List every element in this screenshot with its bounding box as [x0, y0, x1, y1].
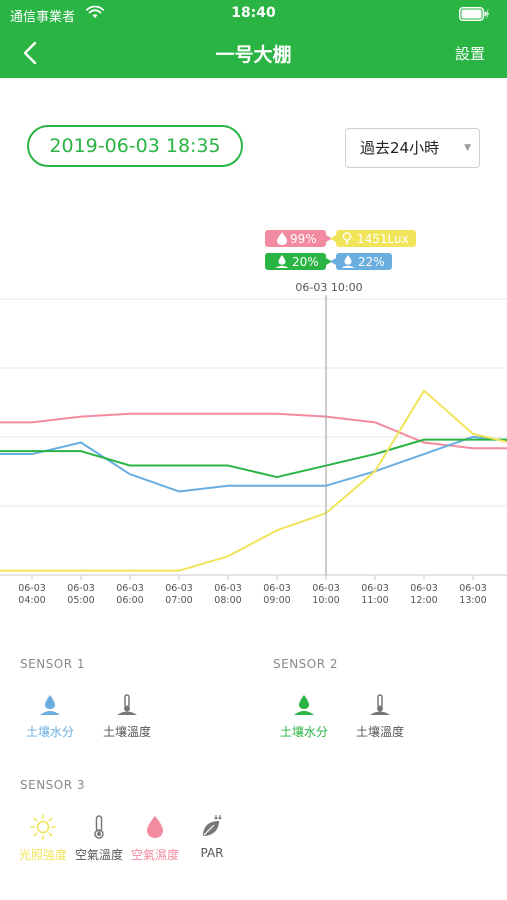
- battery-icon: [459, 7, 489, 21]
- x-axis-ticks: 06-0304:0006-0305:0006-0306:0006-0307:00…: [18, 575, 487, 606]
- x-tick-time: 13:00: [459, 595, 486, 606]
- x-tick-time: 08:00: [214, 595, 241, 606]
- x-tick-date: 06-03: [312, 583, 340, 594]
- sensor-2-title: SENSOR 2: [273, 657, 339, 671]
- x-tick-date: 06-03: [410, 583, 438, 594]
- lightbulb-icon: [342, 232, 352, 245]
- x-tick-time: 12:00: [410, 595, 437, 606]
- sensor-1-soil-temp-label: 土壤溫度: [102, 725, 151, 739]
- date-time-picker[interactable]: 2019-06-03 18:35: [27, 125, 243, 167]
- x-tick-time: 04:00: [18, 595, 45, 606]
- x-tick-date: 06-03: [214, 583, 242, 594]
- x-tick-time: 05:00: [67, 595, 94, 606]
- sensor-3-air-humidity-label: 空氣濕度: [130, 848, 179, 862]
- sensor-2-soil-moisture-button[interactable]: 土壤水分: [273, 693, 335, 753]
- sensor-3-air-temp-button[interactable]: 空氣溫度: [68, 814, 130, 874]
- sensor-2-soil-temp-button[interactable]: 土壤溫度: [349, 693, 411, 753]
- x-tick-date: 06-03: [263, 583, 291, 594]
- chevron-down-icon: ▼: [464, 143, 471, 153]
- tooltip-air-humidity: 99%: [265, 230, 332, 247]
- sensor-1-title: SENSOR 1: [20, 657, 86, 671]
- sensor-1-soil-moisture-button[interactable]: 土壤水分: [19, 693, 81, 753]
- x-tick-time: 10:00: [312, 595, 339, 606]
- water-drop-icon: [147, 816, 163, 838]
- x-tick-time: 07:00: [165, 595, 192, 606]
- x-tick-time: 11:00: [361, 595, 388, 606]
- series-line-soil-moisture-2: [0, 438, 507, 479]
- soil-moisture-icon: [275, 255, 289, 268]
- x-tick-date: 06-03: [116, 583, 144, 594]
- tooltip-soil-moisture-1-value: 22%: [358, 255, 385, 269]
- soil-moisture-icon: [294, 695, 314, 715]
- soil-moisture-icon: [341, 255, 355, 268]
- time-range-value: 過去24小時: [360, 139, 440, 157]
- tooltip-soil-moisture-2: 20%: [265, 253, 332, 270]
- leaf-icon: [203, 815, 222, 836]
- sensor-3-light-label: 光照強度: [18, 848, 67, 862]
- water-drop-icon: [277, 232, 287, 245]
- sensor-2-soil-moisture-label: 土壤水分: [279, 725, 328, 739]
- x-tick-date: 06-03: [165, 583, 193, 594]
- x-tick-date: 06-03: [67, 583, 95, 594]
- sensor-1-soil-moisture-label: 土壤水分: [25, 725, 74, 739]
- x-tick-date: 06-03: [18, 583, 46, 594]
- sensor-3-air-humidity-button[interactable]: 空氣濕度: [124, 814, 186, 874]
- chart-lines: [0, 389, 507, 572]
- status-bar: 通信事業者 18:40: [0, 0, 507, 28]
- sensor-2-soil-temp-label: 土壤溫度: [355, 725, 404, 739]
- x-tick-time: 09:00: [263, 595, 290, 606]
- x-tick-date: 06-03: [459, 583, 487, 594]
- tooltip-time-label: 06-03 10:00: [295, 281, 362, 294]
- tooltip-light: 1451Lux: [330, 230, 416, 247]
- tooltip-soil-moisture-1: 22%: [330, 253, 392, 270]
- sensor-1-soil-temp-button[interactable]: 土壤溫度: [96, 693, 158, 753]
- clock: 18:40: [231, 5, 276, 21]
- settings-button[interactable]: 設置: [454, 45, 485, 63]
- sun-icon: [30, 814, 56, 840]
- tooltip-soil-moisture-2-value: 20%: [292, 255, 319, 269]
- sensor-3-title: SENSOR 3: [20, 778, 86, 792]
- sensor-3-par-label: PAR: [200, 846, 224, 860]
- series-line-soil-moisture-1: [0, 435, 507, 493]
- sensor-3-par-button[interactable]: PAR: [181, 814, 243, 874]
- series-line-light: [0, 389, 507, 572]
- back-icon[interactable]: [18, 40, 44, 66]
- tooltip-light-value: 1451Lux: [357, 232, 409, 246]
- soil-moisture-icon: [40, 695, 60, 715]
- soil-thermometer-icon: [117, 694, 137, 715]
- thermometer-icon: [94, 815, 104, 839]
- chart-grid: [0, 298, 507, 576]
- time-range-select[interactable]: 過去24小時 ▼: [345, 128, 480, 168]
- sensor-3-light-button[interactable]: 光照強度: [12, 814, 74, 874]
- wifi-icon: [86, 5, 104, 18]
- tooltip-air-humidity-value: 99%: [290, 232, 317, 246]
- x-tick-time: 06:00: [116, 595, 143, 606]
- page-title: 一号大棚: [215, 44, 292, 66]
- soil-thermometer-icon: [370, 694, 390, 715]
- series-line-air-humidity: [0, 412, 507, 450]
- x-tick-date: 06-03: [361, 583, 389, 594]
- carrier-label: 通信事業者: [10, 10, 76, 25]
- navigation-bar: 一号大棚 設置: [0, 28, 507, 78]
- sensor-3-air-temp-label: 空氣溫度: [74, 848, 123, 862]
- sensor-line-chart[interactable]: 06-0304:0006-0305:0006-0306:0006-0307:00…: [0, 205, 507, 615]
